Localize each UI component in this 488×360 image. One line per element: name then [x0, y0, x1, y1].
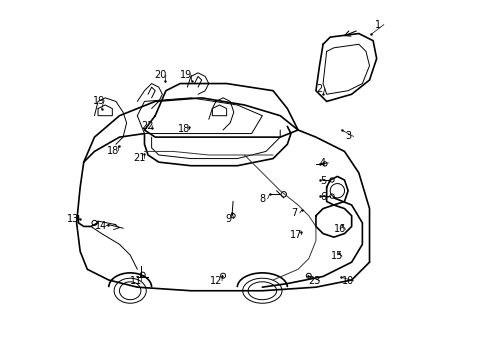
- Text: 15: 15: [330, 251, 342, 261]
- Text: 2: 2: [316, 84, 322, 94]
- Text: 19: 19: [180, 70, 192, 80]
- Text: 16: 16: [333, 224, 346, 234]
- Text: 18: 18: [177, 124, 189, 134]
- Text: 8: 8: [259, 194, 265, 203]
- Text: 4: 4: [319, 158, 325, 168]
- Text: 14: 14: [95, 221, 107, 231]
- Text: 17: 17: [289, 230, 302, 240]
- Text: 21: 21: [133, 153, 145, 163]
- Text: 9: 9: [225, 213, 231, 224]
- Text: 22: 22: [141, 121, 153, 131]
- Text: 18: 18: [107, 146, 119, 156]
- Text: 13: 13: [67, 213, 79, 224]
- Text: 20: 20: [154, 70, 166, 80]
- Text: 19: 19: [92, 96, 104, 106]
- Text: 5: 5: [319, 176, 325, 186]
- Text: 7: 7: [291, 208, 297, 218]
- Text: 6: 6: [319, 192, 325, 202]
- Text: 11: 11: [130, 276, 142, 286]
- Text: 10: 10: [341, 276, 353, 286]
- Text: 3: 3: [345, 131, 350, 141]
- Text: 12: 12: [210, 276, 223, 286]
- Text: 23: 23: [307, 276, 320, 286]
- Text: 1: 1: [375, 19, 381, 30]
